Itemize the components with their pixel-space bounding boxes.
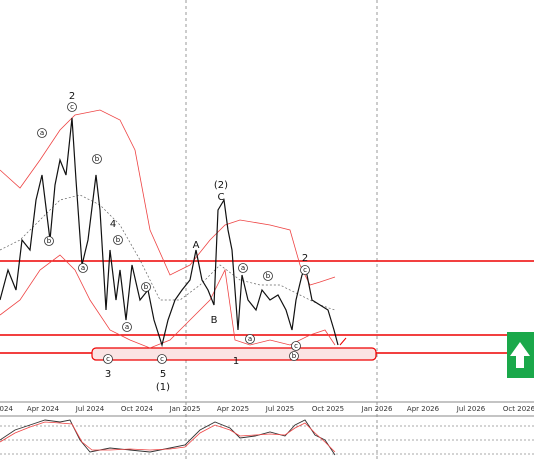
x-tick-label: Apr 2026 <box>407 405 440 413</box>
wave-label: a <box>241 264 245 272</box>
label-ring <box>92 154 102 164</box>
lower-band <box>0 254 336 349</box>
label-ring <box>245 334 255 344</box>
osc-signal <box>0 421 336 453</box>
x-tick-label: Jan 2026 <box>361 405 393 413</box>
label-ring <box>157 354 167 364</box>
x-tick-label: Oct 2024 <box>121 405 154 413</box>
wave-label: b <box>292 352 297 360</box>
wave-label: 5 <box>160 369 166 380</box>
label-ring <box>103 354 113 364</box>
wave-label: b <box>144 283 149 291</box>
label-ring <box>44 236 54 246</box>
wave-label: 2 <box>302 253 308 264</box>
wave-label: b <box>47 237 52 245</box>
projection-arrow <box>339 337 347 346</box>
x-tick-label: Jul 2025 <box>265 405 295 413</box>
wave-label: c <box>160 355 164 363</box>
wave-label: b <box>266 272 271 280</box>
label-ring <box>289 351 299 361</box>
wave-label: a <box>248 335 252 343</box>
label-ring <box>238 263 248 273</box>
x-tick-label: Jan 2025 <box>169 405 201 413</box>
upper-band <box>0 109 336 286</box>
wave-label: a <box>40 129 44 137</box>
wave-label: c <box>70 103 74 111</box>
x-axis: 2024 Apr 2024 Jul 2024 Oct 2024 Jan 2025… <box>0 405 534 413</box>
osc-line <box>0 419 336 456</box>
wave-label: c <box>294 342 298 350</box>
x-tick-label: Oct 2026 <box>503 405 534 413</box>
label-ring <box>78 263 88 273</box>
wave-label: 3 <box>105 369 111 380</box>
wave-label: a <box>81 264 85 272</box>
wave-label: (1) <box>156 382 170 393</box>
x-tick-label: Oct 2025 <box>312 405 344 413</box>
wave-label: 1 <box>233 356 239 367</box>
wave-label: b <box>116 236 121 244</box>
label-ring <box>122 322 132 332</box>
x-tick-label: 2024 <box>0 405 13 413</box>
price-path <box>0 117 339 348</box>
x-tick-label: Jul 2024 <box>75 405 105 413</box>
x-tick-label: Apr 2024 <box>27 405 60 413</box>
middle-band <box>0 194 336 311</box>
label-ring <box>113 235 123 245</box>
wave-label: (2) <box>214 180 228 191</box>
label-ring <box>291 341 301 351</box>
wave-label: A <box>193 240 200 251</box>
x-tick-label: Apr 2025 <box>217 405 249 413</box>
label-ring <box>37 128 47 138</box>
wave-label: a <box>125 323 129 331</box>
label-ring <box>67 102 77 112</box>
up-arrow <box>510 342 530 368</box>
wave-label: 4 <box>110 219 116 230</box>
label-ring <box>141 282 151 292</box>
x-tick-label: Jul 2026 <box>456 405 486 413</box>
wave-label: C <box>218 192 225 203</box>
wave-label: c <box>106 355 110 363</box>
label-ring <box>263 271 273 281</box>
label-ring <box>300 265 310 275</box>
wave-label: 2 <box>69 91 75 102</box>
wave-labels: 2 c a b b a 4 b a c 3 b c 5 (1) (2) C A … <box>37 91 310 393</box>
wave-label: B <box>211 315 218 326</box>
wave-label: b <box>95 155 100 163</box>
wave-label: c <box>303 266 307 274</box>
